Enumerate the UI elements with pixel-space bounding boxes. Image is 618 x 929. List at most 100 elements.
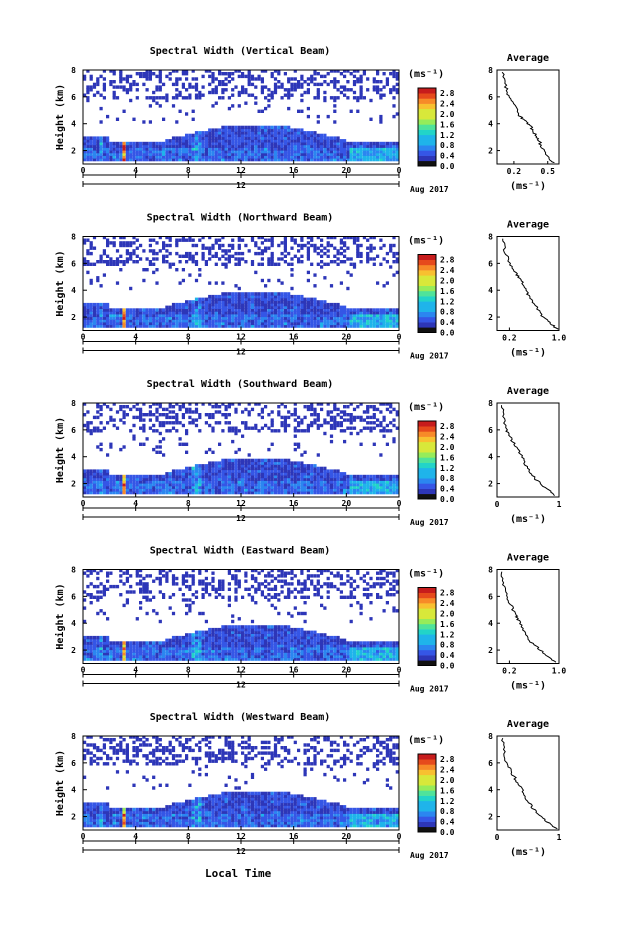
heatmap-cell	[211, 641, 215, 645]
heatmap-cell	[283, 155, 287, 159]
heatmap-cell	[129, 152, 133, 156]
heatmap-cell	[96, 324, 100, 328]
heatmap-cell	[306, 88, 310, 92]
heatmap-cell	[221, 157, 225, 162]
heatmap-cell	[148, 155, 152, 159]
heatmap-cell	[198, 466, 202, 471]
heatmap-cell	[188, 477, 192, 481]
heatmap-cell	[181, 442, 185, 446]
heatmap-cell	[316, 302, 320, 307]
heatmap-cell	[96, 595, 100, 599]
heatmap-cell	[244, 125, 248, 130]
heatmap-cell	[277, 472, 281, 476]
heatmap-cell	[224, 407, 228, 412]
heatmap-cell	[366, 488, 370, 492]
heatmap-cell	[227, 627, 231, 632]
heatmap-cell	[218, 593, 222, 597]
heatmap-cell	[218, 649, 222, 653]
heatmap-cell	[142, 652, 146, 656]
heatmap-cell	[287, 300, 291, 304]
heatmap-cell	[366, 407, 370, 412]
heatmap-cell	[362, 72, 366, 76]
heatmap-cell	[201, 587, 205, 591]
heatmap-cell	[336, 407, 340, 412]
heatmap-cell	[343, 88, 347, 92]
heatmap-cell	[122, 490, 126, 495]
heatmap-cell	[191, 308, 195, 312]
heatmap-cell	[204, 477, 208, 481]
heatmap-cell	[158, 313, 162, 318]
heatmap-cell	[280, 313, 284, 318]
heatmap-cell	[135, 311, 139, 315]
heatmap-cell	[162, 654, 166, 659]
heatmap-cell	[83, 474, 87, 479]
heatmap-cell	[198, 644, 202, 648]
heatmap-cell	[142, 249, 146, 253]
heatmap-cell	[392, 480, 396, 484]
heatmap-cell	[188, 641, 192, 645]
heatmap-cell	[214, 627, 218, 632]
heatmap-cell	[227, 249, 231, 253]
heatmap-cell	[237, 139, 241, 143]
colorbar-tick-label: 1.6	[440, 287, 455, 296]
heatmap-cell	[139, 490, 143, 495]
heatmap-cell	[112, 654, 116, 659]
heatmap-cell	[376, 155, 380, 159]
heatmap-cell	[270, 313, 274, 318]
heatmap-cell	[329, 80, 334, 84]
heatmap-cell	[185, 157, 189, 162]
heatmap-cell	[129, 316, 133, 320]
heatmap-cell	[247, 70, 251, 73]
heatmap-cell	[178, 638, 182, 642]
heatmap-cell	[382, 149, 386, 154]
heatmap-cell	[198, 316, 202, 320]
heatmap-cell	[165, 646, 169, 651]
heatmap-cell	[250, 74, 255, 79]
heatmap-cell	[306, 311, 310, 315]
heatmap-cell	[333, 421, 337, 425]
heatmap-cell	[224, 649, 228, 653]
heatmap-cell	[168, 410, 172, 414]
heatmap-cell	[224, 625, 228, 629]
heatmap-cell	[306, 429, 310, 433]
heatmap-cell	[227, 311, 231, 315]
heatmap-cell	[303, 149, 307, 154]
heatmap-cell	[214, 485, 218, 489]
heatmap-cell	[329, 144, 334, 148]
heatmap-cell	[112, 152, 116, 156]
heatmap-cell	[99, 257, 103, 261]
heatmap-cell	[191, 654, 195, 659]
heatmap-cell	[260, 257, 264, 261]
heatmap-cell	[99, 646, 103, 651]
heatmap-cell	[244, 147, 248, 151]
heatmap-cell	[389, 155, 393, 159]
heatmap-cell	[96, 260, 100, 264]
heatmap-cell	[96, 445, 100, 449]
colorbar-swatch	[418, 160, 436, 167]
heatmap-cell	[389, 313, 393, 318]
heatmap-cell	[96, 155, 100, 159]
heatmap-cell	[208, 649, 212, 653]
heatmap-cell	[165, 571, 169, 575]
heatmap-cell	[346, 311, 350, 315]
heatmap-cell	[234, 587, 238, 591]
heatmap-cell	[122, 236, 126, 240]
heatmap-cell	[293, 147, 297, 151]
heatmap-cell	[283, 136, 287, 140]
heatmap-cell	[119, 149, 123, 154]
heatmap-cell	[273, 155, 278, 159]
heatmap-cell	[115, 147, 120, 151]
heatmap-cell	[303, 313, 307, 318]
heatmap-cell	[201, 652, 205, 656]
heatmap-cell	[369, 144, 373, 148]
heatmap-cell	[152, 477, 156, 481]
heatmap-cell	[369, 316, 373, 320]
heatmap-cell	[162, 477, 166, 481]
heatmap-cell	[323, 136, 327, 140]
heatmap-cell	[241, 139, 245, 143]
heatmap-cell	[191, 149, 195, 154]
heatmap-cell	[273, 297, 278, 301]
heatmap-cell	[346, 474, 350, 479]
heatmap-cell	[336, 316, 340, 320]
heatmap-cell	[227, 595, 231, 599]
